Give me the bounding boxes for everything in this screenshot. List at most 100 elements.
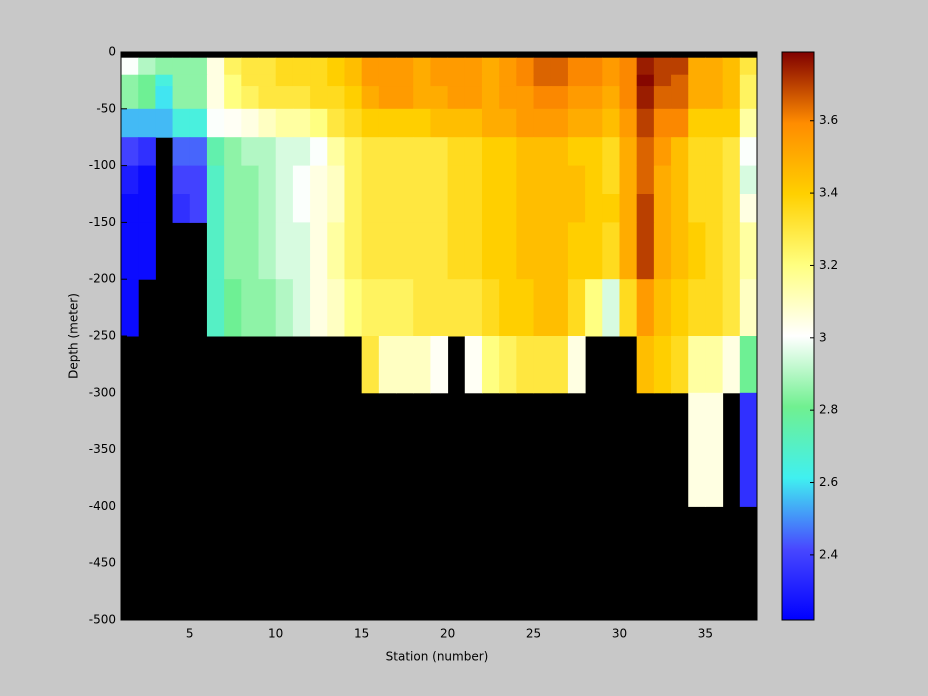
heat-cell <box>344 137 363 167</box>
heat-cell <box>671 108 689 138</box>
x-tick-label: 30 <box>612 627 627 641</box>
heat-cell <box>258 74 277 87</box>
heat-cell <box>172 74 191 87</box>
heat-cell <box>430 194 449 223</box>
heat-cell <box>550 86 569 110</box>
heat-cell <box>722 74 741 87</box>
heat-cell <box>499 279 517 337</box>
heat-cell <box>499 57 517 76</box>
heat-cell <box>722 86 741 110</box>
heat-cell <box>292 108 311 138</box>
heat-cell <box>155 86 174 110</box>
heat-cell <box>464 336 483 394</box>
heat-cell <box>224 165 242 195</box>
heat-cell <box>567 57 586 76</box>
heat-cell <box>430 165 449 195</box>
heat-cell <box>567 86 586 110</box>
y-tick-label: 0 <box>108 45 116 59</box>
heat-cell <box>292 86 311 110</box>
heat-cell <box>241 165 260 195</box>
heat-cell <box>189 86 208 110</box>
heat-cell <box>464 194 483 223</box>
heat-cell <box>688 108 706 138</box>
heat-cell <box>121 86 139 110</box>
y-tick-label: -100 <box>89 158 116 172</box>
heat-cell <box>396 336 414 394</box>
heat-cell <box>671 74 689 87</box>
heat-cell <box>550 336 569 394</box>
heat-cell <box>430 74 449 87</box>
heat-cell <box>688 392 706 507</box>
heat-cell <box>292 194 311 223</box>
heat-cell <box>567 279 586 337</box>
heat-cell <box>447 74 466 87</box>
heat-cell <box>275 86 294 110</box>
heat-cell <box>688 86 706 110</box>
heat-cell <box>739 137 758 167</box>
heat-cell <box>361 279 380 337</box>
heat-cell <box>155 74 174 87</box>
heat-cell <box>464 86 483 110</box>
heat-cell <box>413 57 431 76</box>
heat-cell <box>636 74 655 87</box>
heat-cell <box>602 57 620 76</box>
heat-cell <box>739 108 758 138</box>
heat-cell <box>172 86 191 110</box>
heat-cell <box>533 222 552 280</box>
heat-cell <box>396 137 414 167</box>
heat-cell <box>499 74 517 87</box>
heat-cell <box>739 165 758 195</box>
heat-cell <box>310 137 328 167</box>
heat-cell <box>533 74 552 87</box>
heat-cell <box>413 165 431 195</box>
heat-cell <box>413 137 431 167</box>
heat-cell <box>567 194 586 223</box>
heat-cell <box>585 86 603 110</box>
heat-cell <box>189 165 208 195</box>
heat-cell <box>533 336 552 394</box>
heat-cell <box>602 222 620 280</box>
heat-cell <box>258 194 277 223</box>
heat-cell <box>705 194 724 223</box>
heat-cell <box>533 108 552 138</box>
x-axis-label: Station (number) <box>386 650 489 664</box>
heat-cell <box>567 336 586 394</box>
y-tick-label: -300 <box>89 385 116 399</box>
heat-cell <box>447 165 466 195</box>
heat-cell <box>722 222 741 280</box>
heat-cell <box>378 165 397 195</box>
heat-cell <box>378 137 397 167</box>
heat-cell <box>189 57 208 76</box>
heat-cell <box>567 165 586 195</box>
heat-cell <box>258 165 277 195</box>
heat-cell <box>705 165 724 195</box>
y-tick-label: -200 <box>89 272 116 286</box>
colorbar-tick-label: 3.4 <box>819 186 838 200</box>
heat-cell <box>516 165 535 195</box>
heat-cell <box>138 165 156 195</box>
heat-cell <box>310 86 328 110</box>
heat-cell <box>292 279 311 337</box>
heat-cell <box>361 86 380 110</box>
heat-cell <box>619 57 638 76</box>
heat-cell <box>585 137 603 167</box>
heat-cell <box>447 137 466 167</box>
heat-cell <box>344 165 363 195</box>
heat-cell <box>344 194 363 223</box>
heat-cell <box>464 222 483 280</box>
heat-cell <box>516 336 535 394</box>
colorbar-tick-label: 3.2 <box>819 258 838 272</box>
heat-cell <box>275 279 294 337</box>
heat-cell <box>550 137 569 167</box>
heat-cell <box>430 86 449 110</box>
heat-cell <box>671 86 689 110</box>
colorbar-tick-label: 3 <box>819 330 827 344</box>
heat-cell <box>396 279 414 337</box>
heat-cell <box>602 108 620 138</box>
heat-cell <box>258 279 277 337</box>
heat-cell <box>653 279 672 337</box>
heat-cell <box>138 74 156 87</box>
heat-cell <box>292 222 311 280</box>
heat-cell <box>430 279 449 337</box>
heat-cell <box>121 137 139 167</box>
